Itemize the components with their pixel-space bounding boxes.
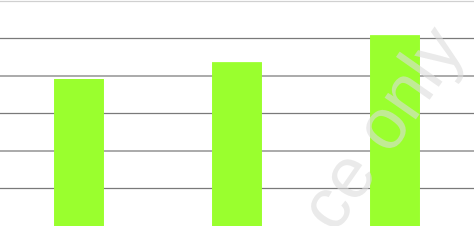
bar — [370, 35, 420, 226]
bars — [54, 35, 420, 226]
bar — [54, 79, 104, 226]
page: {"chart_data": {"type": "bar", "categori… — [0, 0, 474, 226]
bar — [212, 62, 262, 226]
chart: ce only — [0, 0, 474, 226]
